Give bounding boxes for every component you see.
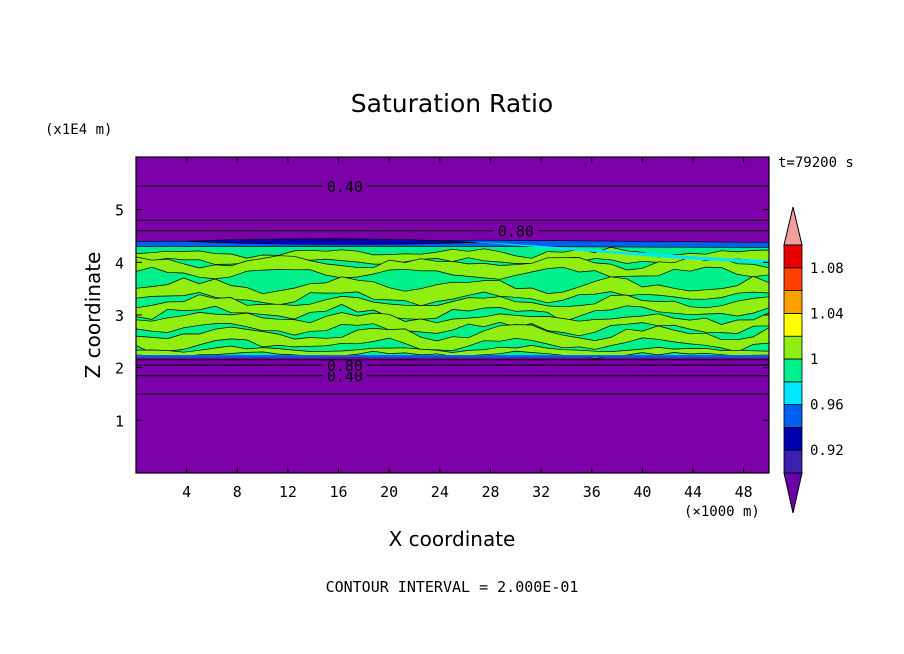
y-tick-label-4: 4 xyxy=(115,254,124,272)
colorbar-box-7 xyxy=(783,290,803,314)
colorbar-box-6 xyxy=(783,312,803,337)
x-tick-label-32: 32 xyxy=(532,483,550,501)
contour-label-2: 0.80 xyxy=(327,357,363,375)
cloud-top-cyan xyxy=(465,241,769,264)
y-axis-label: Z coordinate xyxy=(81,252,105,379)
colorbar-tick-label-3: 1.04 xyxy=(810,306,844,322)
contour-label-bg-6 xyxy=(322,177,367,193)
cloud-top-darkblue xyxy=(186,238,478,245)
colorbar-tick-label-2: 1 xyxy=(810,352,818,368)
x-tick-label-36: 36 xyxy=(583,483,601,501)
colorbar-box-5 xyxy=(783,335,803,360)
colorbar-box-9 xyxy=(783,244,803,269)
colorbar-tick-label-4: 1.08 xyxy=(810,261,844,277)
colorbar-box-2 xyxy=(783,404,803,428)
colorbar-tick-label-0: 0.92 xyxy=(810,443,844,459)
contour-label-4: 0.80 xyxy=(498,223,534,241)
cloud-cell-3 xyxy=(136,275,769,307)
y-tick-label-2: 2 xyxy=(115,360,124,378)
colorbar-box-4 xyxy=(783,358,803,383)
contour-label-bg-2 xyxy=(322,357,367,373)
time-label: t=79200 s xyxy=(778,155,854,171)
contour-label-1: 0.40 xyxy=(327,368,363,386)
cloud-base-blue xyxy=(136,355,769,358)
colorbar-lower-extension xyxy=(783,472,803,514)
colorbar-upper-extension xyxy=(783,206,803,246)
band-2 xyxy=(136,157,769,244)
contour-label-bg-4 xyxy=(493,222,538,238)
colorbar-box-1 xyxy=(783,426,803,451)
plot-area: 0.400.800.800.40 xyxy=(136,157,769,473)
x-axis-label: X coordinate xyxy=(389,527,516,551)
x-tick-label-24: 24 xyxy=(431,483,449,501)
x-unit-label: (×1000 m) xyxy=(684,504,760,520)
x-axis: 4 8 12 16 20 24 28 32 36 40 44 48 xyxy=(182,157,753,501)
band-0 xyxy=(136,357,769,473)
y-axis: 1 2 3 4 5 xyxy=(115,202,769,430)
chart-title: Saturation Ratio xyxy=(351,89,553,118)
x-tick-label-44: 44 xyxy=(684,483,702,501)
y-tick-label-3: 3 xyxy=(115,307,124,325)
x-tick-label-40: 40 xyxy=(633,483,651,501)
cloud-cell-5 xyxy=(136,312,769,337)
x-tick-label-20: 20 xyxy=(380,483,398,501)
cloud-cell-6 xyxy=(136,324,769,354)
contour-interval-footer: CONTOUR INTERVAL = 2.000E-01 xyxy=(326,578,579,596)
x-tick-label-8: 8 xyxy=(233,483,242,501)
cloud-cell-4 xyxy=(136,294,769,323)
y-tick-label-5: 5 xyxy=(115,202,124,220)
cloud-cell-2 xyxy=(136,255,769,280)
colorbar-box-8 xyxy=(783,267,803,291)
colorbar: 0.92 0.96 1 1.04 1.08 xyxy=(783,206,844,514)
colorbar-box-0 xyxy=(783,449,803,474)
x-tick-label-48: 48 xyxy=(735,483,753,501)
x-tick-label-4: 4 xyxy=(182,483,191,501)
x-tick-label-12: 12 xyxy=(279,483,297,501)
contour-label-6: 0.40 xyxy=(327,178,363,196)
colorbar-box-3 xyxy=(783,381,803,405)
y-tick-label-1: 1 xyxy=(115,412,124,430)
x-tick-label-16: 16 xyxy=(330,483,348,501)
colorbar-tick-label-1: 0.96 xyxy=(810,398,844,414)
y-unit-label: (x1E4 m) xyxy=(45,122,112,138)
x-tick-label-28: 28 xyxy=(481,483,499,501)
